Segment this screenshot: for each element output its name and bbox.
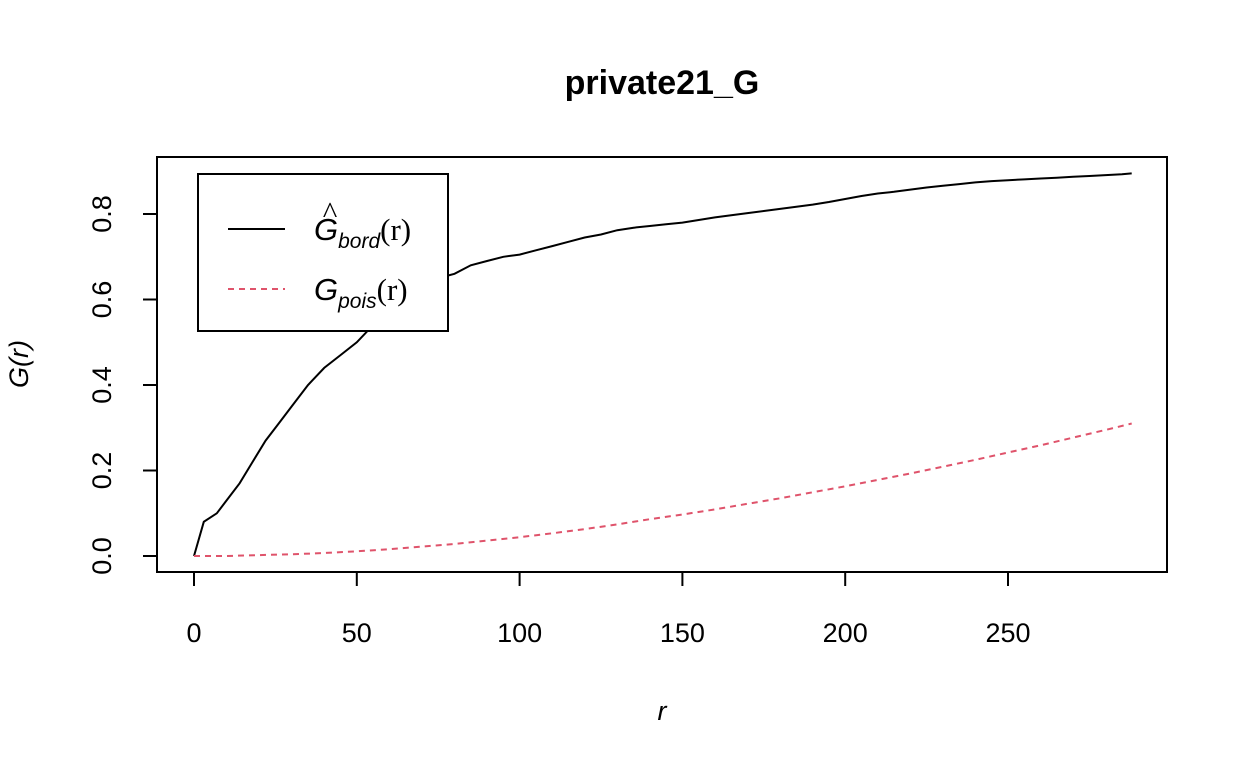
y-tick-label: 0.4 <box>87 366 117 404</box>
y-tick-label: 0.6 <box>87 281 117 319</box>
series-line-pois <box>194 422 1132 557</box>
legend: Gbord(r)^ Gpois(r) <box>197 173 449 332</box>
legend-label-bord: Gbord(r) <box>314 212 411 253</box>
x-axis: 0 50 100 150 200 250 <box>186 571 1031 648</box>
x-tick-label: 100 <box>497 618 542 648</box>
x-tick-label: 200 <box>823 618 868 648</box>
legend-hat: ^ <box>323 195 338 230</box>
x-tick-label: 0 <box>186 618 201 648</box>
series-line-bord <box>193 172 1132 557</box>
y-axis-label: G(r) <box>4 340 34 388</box>
x-tick-label: 50 <box>342 618 372 648</box>
x-tick-label: 250 <box>985 618 1030 648</box>
legend-label-pois: Gpois(r) <box>314 272 408 313</box>
x-axis-label: r <box>658 696 668 726</box>
y-tick-label: 0.8 <box>87 195 117 233</box>
series-layer <box>193 172 1132 557</box>
legend-box <box>197 173 449 332</box>
y-tick-label: 0.2 <box>87 452 117 490</box>
chart-title: private21_G <box>565 64 760 102</box>
y-axis: 0.0 0.2 0.4 0.6 0.8 <box>87 195 158 575</box>
x-tick-label: 150 <box>660 618 705 648</box>
y-tick-label: 0.0 <box>87 537 117 575</box>
